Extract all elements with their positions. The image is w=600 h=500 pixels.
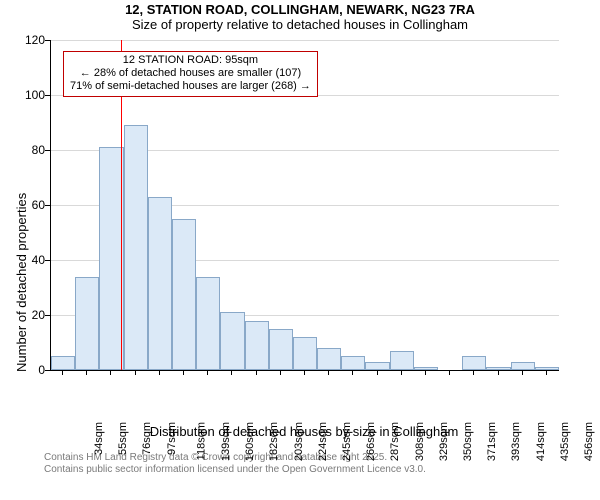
histogram-bar: [269, 329, 293, 370]
x-tick-mark: [159, 370, 160, 375]
x-tick-mark: [62, 370, 63, 375]
x-tick-mark: [522, 370, 523, 375]
x-tick-label: 160sqm: [244, 422, 256, 461]
y-tick-label: 100: [15, 88, 45, 102]
y-tick-label: 60: [15, 198, 45, 212]
y-tick-label: 80: [15, 143, 45, 157]
x-tick-label: 34sqm: [93, 422, 105, 455]
x-tick-mark: [352, 370, 353, 375]
x-tick-label: 350sqm: [462, 422, 474, 461]
footer-line-2: Contains public sector information licen…: [44, 464, 600, 476]
x-tick-label: 224sqm: [317, 422, 329, 461]
histogram-bar: [341, 356, 365, 370]
x-tick-mark: [425, 370, 426, 375]
plot-region: 12 STATION ROAD: 95sqm← 28% of detached …: [50, 40, 559, 371]
annotation-box: 12 STATION ROAD: 95sqm← 28% of detached …: [63, 51, 318, 97]
x-tick-mark: [401, 370, 402, 375]
x-tick-label: 308sqm: [414, 422, 426, 461]
title-sub: Size of property relative to detached ho…: [0, 17, 600, 32]
x-tick-mark: [328, 370, 329, 375]
y-tick-label: 20: [15, 308, 45, 322]
histogram-bar: [462, 356, 486, 370]
x-tick-label: 139sqm: [220, 422, 232, 461]
x-tick-label: 414sqm: [535, 422, 547, 461]
title-main: 12, STATION ROAD, COLLINGHAM, NEWARK, NG…: [0, 2, 600, 17]
histogram-bar: [148, 197, 172, 370]
x-tick-mark: [473, 370, 474, 375]
x-tick-mark: [231, 370, 232, 375]
annotation-line: ← 28% of detached houses are smaller (10…: [70, 67, 311, 80]
histogram-bar: [535, 367, 559, 370]
x-tick-mark: [280, 370, 281, 375]
y-tick-mark: [45, 315, 50, 316]
histogram-bar: [124, 125, 148, 370]
x-tick-mark: [110, 370, 111, 375]
histogram-bar: [196, 277, 220, 371]
x-tick-label: 203sqm: [293, 422, 305, 461]
y-tick-mark: [45, 40, 50, 41]
annotation-line: 71% of semi-detached houses are larger (…: [70, 80, 311, 93]
histogram-bar: [486, 367, 510, 370]
annotation-line: 12 STATION ROAD: 95sqm: [70, 54, 311, 67]
y-tick-mark: [45, 260, 50, 261]
x-tick-label: 182sqm: [269, 422, 281, 461]
histogram-bar: [511, 362, 535, 370]
y-tick-label: 120: [15, 33, 45, 47]
y-tick-mark: [45, 150, 50, 151]
histogram-bar: [75, 277, 99, 371]
x-tick-mark: [304, 370, 305, 375]
x-tick-mark: [207, 370, 208, 375]
histogram-bar: [390, 351, 414, 370]
histogram-bar: [317, 348, 341, 370]
y-tick-mark: [45, 95, 50, 96]
x-tick-mark: [449, 370, 450, 375]
x-tick-label: 393sqm: [510, 422, 522, 461]
y-tick-label: 0: [15, 363, 45, 377]
histogram-bar: [365, 362, 389, 370]
x-tick-mark: [183, 370, 184, 375]
x-tick-label: 456sqm: [583, 422, 595, 461]
chart-title-block: 12, STATION ROAD, COLLINGHAM, NEWARK, NG…: [0, 0, 600, 32]
histogram-bar: [414, 367, 438, 370]
histogram-bar: [51, 356, 75, 370]
y-tick-label: 40: [15, 253, 45, 267]
y-axis-label: Number of detached properties: [14, 193, 29, 372]
x-tick-label: 55sqm: [117, 422, 129, 455]
x-tick-label: 287sqm: [390, 422, 402, 461]
histogram-bar: [245, 321, 269, 371]
x-tick-label: 97sqm: [166, 422, 178, 455]
y-tick-mark: [45, 205, 50, 206]
x-tick-mark: [86, 370, 87, 375]
x-tick-label: 266sqm: [365, 422, 377, 461]
x-tick-mark: [546, 370, 547, 375]
histogram-bar: [220, 312, 244, 370]
x-tick-label: 371sqm: [486, 422, 498, 461]
x-tick-mark: [377, 370, 378, 375]
x-tick-mark: [135, 370, 136, 375]
x-tick-label: 245sqm: [341, 422, 353, 461]
histogram-bar: [293, 337, 317, 370]
x-tick-label: 435sqm: [559, 422, 571, 461]
histogram-bar: [172, 219, 196, 370]
y-tick-mark: [45, 370, 50, 371]
x-tick-mark: [498, 370, 499, 375]
x-tick-mark: [256, 370, 257, 375]
x-tick-label: 118sqm: [195, 422, 207, 460]
gridline: [51, 40, 559, 41]
histogram-bar: [99, 147, 123, 370]
x-tick-label: 329sqm: [438, 422, 450, 461]
chart-area: Number of detached properties 12 STATION…: [0, 32, 600, 452]
x-tick-label: 76sqm: [142, 422, 154, 455]
